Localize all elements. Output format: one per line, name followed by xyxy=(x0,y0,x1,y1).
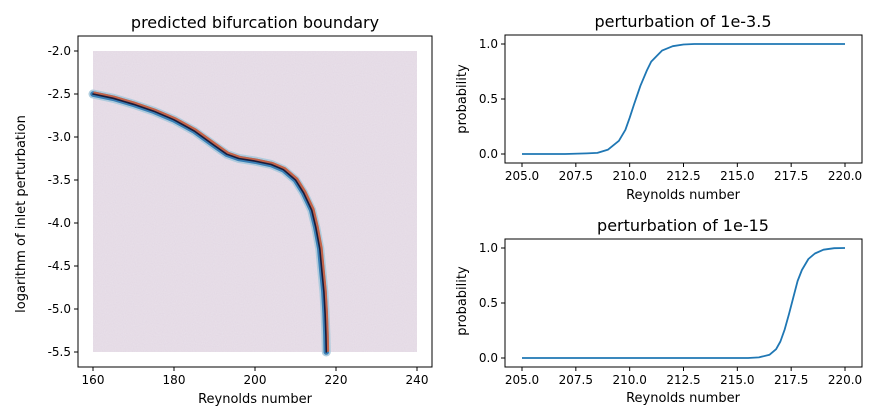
x-tick-label: 215.0 xyxy=(720,373,754,387)
y-tick-label: 0.5 xyxy=(479,296,498,310)
y-tick-label: 0.0 xyxy=(479,351,498,365)
plot-area: 160 180 200 220 240 -2.0 -2.5 -3.0 -3.5 -4.0 -4.5 -… xyxy=(48,35,433,387)
chart-title: predicted bifurcation boundary xyxy=(131,13,379,32)
y-tick-label: -2.5 xyxy=(48,87,71,101)
x-tick-label: 207.5 xyxy=(559,169,593,183)
axes-frame xyxy=(504,34,863,164)
x-tick-label: 210.0 xyxy=(612,373,646,387)
x-tick-label: 205.0 xyxy=(505,169,539,183)
x-tick-label: 220.0 xyxy=(828,169,862,183)
perturbation-3.5-panel: perturbation of 1e-3.5 205.0 207.5 210.0 21… xyxy=(455,12,863,203)
y-tick-label: -5.5 xyxy=(48,345,71,359)
x-tick-label: 200 xyxy=(244,373,267,387)
x-tick-label: 215.0 xyxy=(720,169,754,183)
bifurcation-boundary-panel: predicted bifurcation boundary 160 180 200… xyxy=(14,13,433,407)
y-tick-label: -4.5 xyxy=(48,259,71,273)
y-tick-label: -4.0 xyxy=(48,216,71,230)
boundary-line xyxy=(92,93,328,353)
probability-line xyxy=(522,247,846,359)
x-tick-label: 220.0 xyxy=(828,373,862,387)
x-tick-label: 180 xyxy=(163,373,186,387)
x-tick-label: 240 xyxy=(406,373,429,387)
x-axis-label: Reynolds number xyxy=(626,188,740,203)
y-axis-label: logarithm of inlet perturbation xyxy=(14,115,29,313)
y-tick-label: 1.0 xyxy=(479,37,498,51)
y-tick-label: 1.0 xyxy=(479,241,498,255)
x-tick-label: 210.0 xyxy=(612,169,646,183)
x-tick-label: 217.5 xyxy=(774,373,808,387)
chart-title: perturbation of 1e-3.5 xyxy=(594,12,771,31)
field-texture xyxy=(93,51,417,352)
y-axis-label: probability xyxy=(455,64,470,134)
x-tick-label: 217.5 xyxy=(774,169,808,183)
y-tick-label: 0.0 xyxy=(479,147,498,161)
probability-line xyxy=(522,43,845,155)
chart-title: perturbation of 1e-15 xyxy=(597,216,769,235)
x-axis-label: Reynolds number xyxy=(198,392,312,407)
y-tick-label: -3.5 xyxy=(48,173,71,187)
x-tick-label: 220 xyxy=(325,373,348,387)
x-tick-label: 160 xyxy=(82,373,105,387)
plot-area: 205.0 207.5 210.0 212.5 215.0 217.5 220.0 0.0 0.… xyxy=(479,238,863,387)
x-tick-label: 212.5 xyxy=(666,373,700,387)
y-tick-label: -3.0 xyxy=(48,130,71,144)
y-tick-label: -5.0 xyxy=(48,302,71,316)
x-tick-label: 207.5 xyxy=(559,373,593,387)
boundary-band-red xyxy=(93,91,330,353)
x-axis-label: Reynolds number xyxy=(626,391,740,406)
x-tick-label: 205.0 xyxy=(505,373,539,387)
y-tick-label: -2.0 xyxy=(48,44,71,58)
y-axis-label: probability xyxy=(455,266,470,336)
perturbation-15-panel: perturbation of 1e-15 205.0 207.5 210.0 212… xyxy=(455,216,863,406)
x-tick-label: 212.5 xyxy=(666,169,700,183)
plot-area: 205.0 207.5 210.0 212.5 215.0 217.5 220.0 0.0 0.… xyxy=(479,34,863,183)
y-tick-label: 0.5 xyxy=(479,92,498,106)
